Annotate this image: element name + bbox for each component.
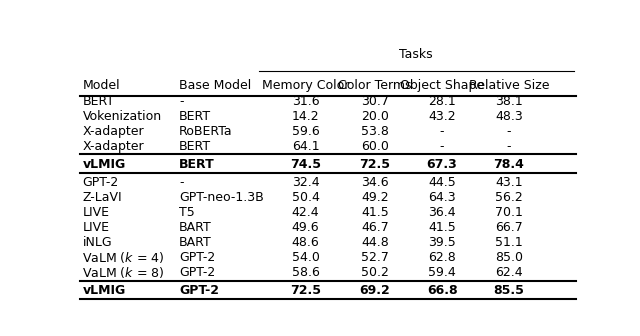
Text: 20.0: 20.0 bbox=[361, 110, 389, 123]
Text: 43.1: 43.1 bbox=[495, 176, 523, 189]
Text: 41.5: 41.5 bbox=[428, 221, 456, 234]
Text: 43.2: 43.2 bbox=[428, 110, 456, 123]
Text: 51.1: 51.1 bbox=[495, 236, 523, 249]
Text: 60.0: 60.0 bbox=[361, 140, 389, 153]
Text: -: - bbox=[440, 125, 444, 138]
Text: 56.2: 56.2 bbox=[495, 191, 523, 204]
Text: 30.7: 30.7 bbox=[361, 95, 389, 108]
Text: iNLG: iNLG bbox=[83, 236, 112, 249]
Text: 59.4: 59.4 bbox=[428, 266, 456, 279]
Text: Base Model: Base Model bbox=[179, 79, 252, 92]
Text: X-adapter: X-adapter bbox=[83, 140, 144, 153]
Text: 44.8: 44.8 bbox=[361, 236, 389, 249]
Text: BART: BART bbox=[179, 236, 212, 249]
Text: 48.6: 48.6 bbox=[292, 236, 319, 249]
Text: Vokenization: Vokenization bbox=[83, 110, 162, 123]
Text: 74.5: 74.5 bbox=[290, 158, 321, 171]
Text: GPT-2: GPT-2 bbox=[179, 251, 216, 264]
Text: Relative Size: Relative Size bbox=[468, 79, 549, 92]
Text: GPT-neo-1.3B: GPT-neo-1.3B bbox=[179, 191, 264, 204]
Text: 42.4: 42.4 bbox=[292, 206, 319, 219]
Text: GPT-2: GPT-2 bbox=[83, 176, 119, 189]
Text: BERT: BERT bbox=[83, 95, 115, 108]
Text: 49.2: 49.2 bbox=[362, 191, 389, 204]
Text: Object Shape: Object Shape bbox=[400, 79, 484, 92]
Text: Color Terms: Color Terms bbox=[339, 79, 412, 92]
Text: -: - bbox=[179, 95, 184, 108]
Text: vLMIG: vLMIG bbox=[83, 284, 125, 297]
Text: 41.5: 41.5 bbox=[361, 206, 389, 219]
Text: -: - bbox=[440, 140, 444, 153]
Text: 38.1: 38.1 bbox=[495, 95, 523, 108]
Text: RoBERTa: RoBERTa bbox=[179, 125, 233, 138]
Text: 50.4: 50.4 bbox=[292, 191, 319, 204]
Text: Z-LaVI: Z-LaVI bbox=[83, 191, 122, 204]
Text: 67.3: 67.3 bbox=[427, 158, 458, 171]
Text: Memory Color: Memory Color bbox=[262, 79, 349, 92]
Text: LIVE: LIVE bbox=[83, 206, 109, 219]
Text: 14.2: 14.2 bbox=[292, 110, 319, 123]
Text: 50.2: 50.2 bbox=[361, 266, 389, 279]
Text: 70.1: 70.1 bbox=[495, 206, 523, 219]
Text: 66.7: 66.7 bbox=[495, 221, 523, 234]
Text: 49.6: 49.6 bbox=[292, 221, 319, 234]
Text: 36.4: 36.4 bbox=[428, 206, 456, 219]
Text: 53.8: 53.8 bbox=[361, 125, 389, 138]
Text: -: - bbox=[507, 140, 511, 153]
Text: GPT-2: GPT-2 bbox=[179, 284, 219, 297]
Text: 32.4: 32.4 bbox=[292, 176, 319, 189]
Text: 54.0: 54.0 bbox=[292, 251, 319, 264]
Text: 64.1: 64.1 bbox=[292, 140, 319, 153]
Text: 59.6: 59.6 bbox=[292, 125, 319, 138]
Text: 34.6: 34.6 bbox=[362, 176, 389, 189]
Text: 85.0: 85.0 bbox=[495, 251, 523, 264]
Text: Model: Model bbox=[83, 79, 120, 92]
Text: 78.4: 78.4 bbox=[493, 158, 524, 171]
Text: -: - bbox=[507, 125, 511, 138]
Text: 62.8: 62.8 bbox=[428, 251, 456, 264]
Text: 39.5: 39.5 bbox=[428, 236, 456, 249]
Text: GPT-2: GPT-2 bbox=[179, 266, 216, 279]
Text: 62.4: 62.4 bbox=[495, 266, 523, 279]
Text: 58.6: 58.6 bbox=[292, 266, 319, 279]
Text: X-adapter: X-adapter bbox=[83, 125, 144, 138]
Text: BERT: BERT bbox=[179, 158, 215, 171]
Text: BERT: BERT bbox=[179, 110, 211, 123]
Text: 31.6: 31.6 bbox=[292, 95, 319, 108]
Text: 69.2: 69.2 bbox=[360, 284, 390, 297]
Text: VaLM ($k$ = 4): VaLM ($k$ = 4) bbox=[83, 250, 164, 265]
Text: 72.5: 72.5 bbox=[360, 158, 390, 171]
Text: vLMIG: vLMIG bbox=[83, 158, 125, 171]
Text: 66.8: 66.8 bbox=[427, 284, 458, 297]
Text: Tasks: Tasks bbox=[399, 48, 433, 61]
Text: 46.7: 46.7 bbox=[361, 221, 389, 234]
Text: T5: T5 bbox=[179, 206, 195, 219]
Text: 44.5: 44.5 bbox=[428, 176, 456, 189]
Text: 28.1: 28.1 bbox=[428, 95, 456, 108]
Text: BART: BART bbox=[179, 221, 212, 234]
Text: LIVE: LIVE bbox=[83, 221, 109, 234]
Text: -: - bbox=[179, 176, 184, 189]
Text: 64.3: 64.3 bbox=[428, 191, 456, 204]
Text: 85.5: 85.5 bbox=[493, 284, 524, 297]
Text: 48.3: 48.3 bbox=[495, 110, 523, 123]
Text: VaLM ($k$ = 8): VaLM ($k$ = 8) bbox=[83, 265, 164, 280]
Text: 72.5: 72.5 bbox=[290, 284, 321, 297]
Text: BERT: BERT bbox=[179, 140, 211, 153]
Text: 52.7: 52.7 bbox=[361, 251, 389, 264]
